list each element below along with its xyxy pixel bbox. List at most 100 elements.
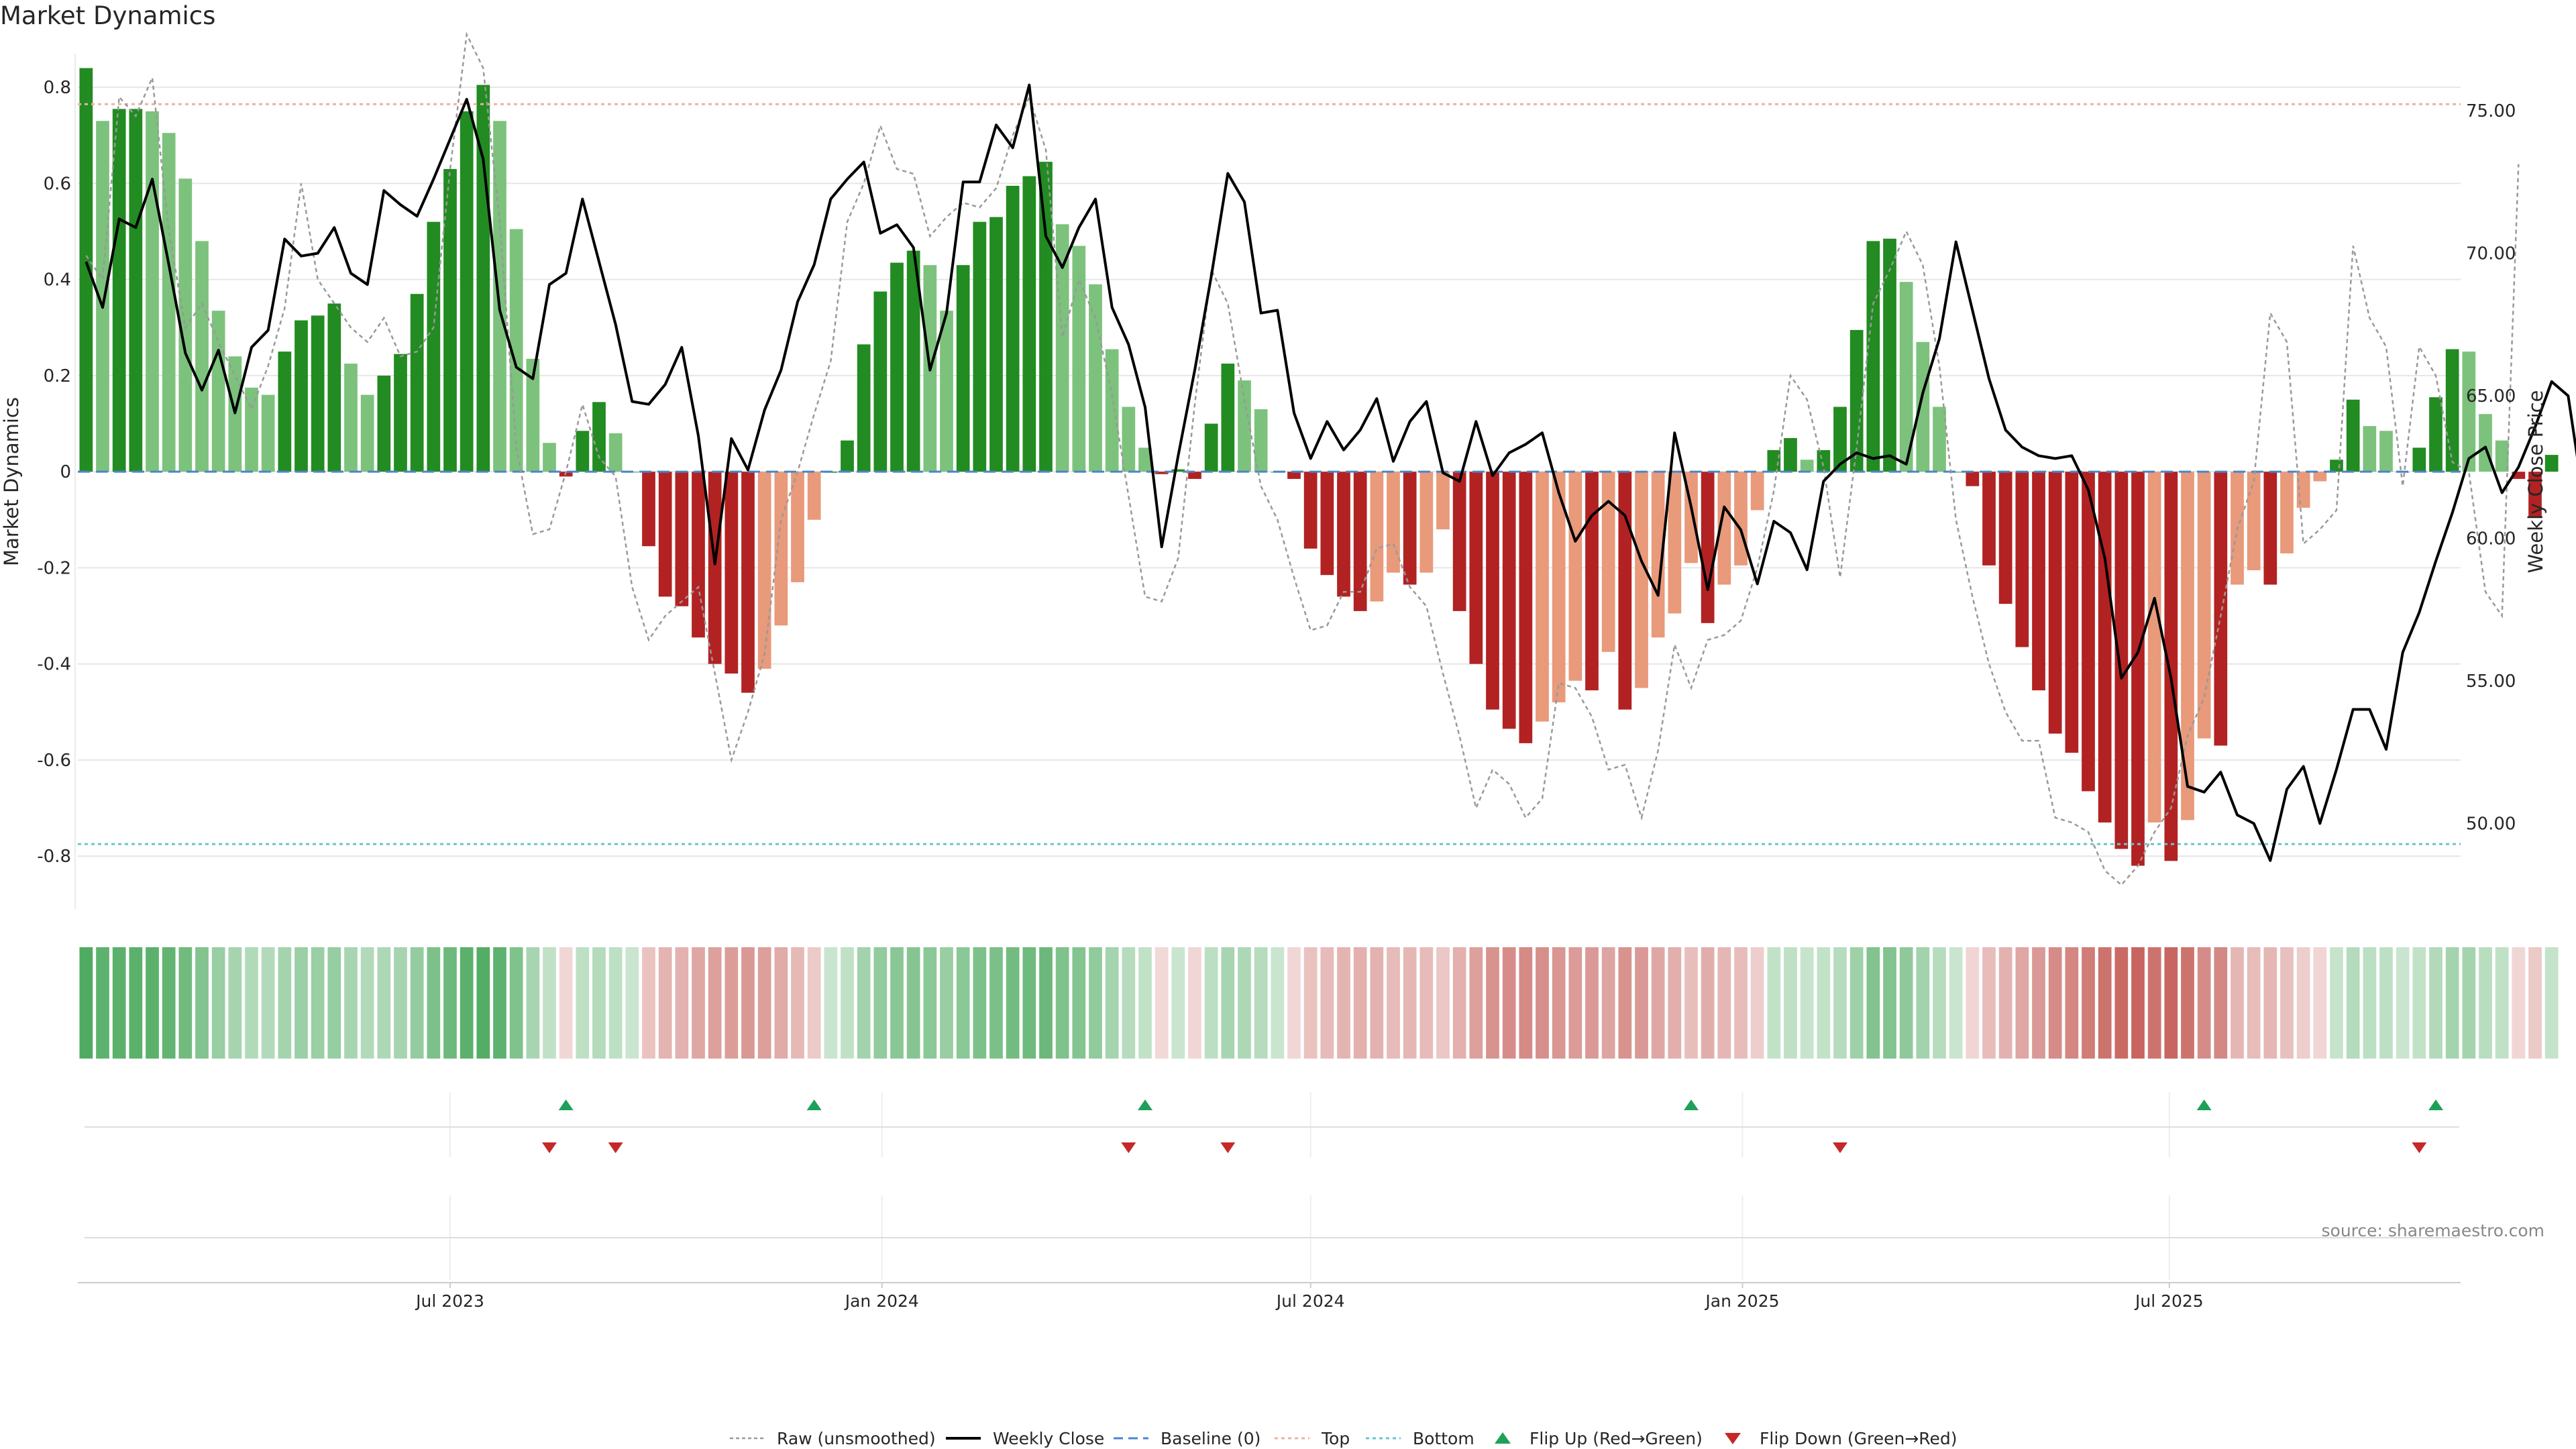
regime-cell [460,947,474,1059]
regime-cell [940,947,953,1059]
regime-cell [757,947,771,1059]
regime-cell [1949,947,1963,1059]
regime-cell [1519,947,1533,1059]
momentum-bar [2528,472,2542,518]
momentum-bar [1916,341,1930,472]
y2-tick-label: 70.00 [2466,244,2516,264]
momentum-bar [1502,472,1516,729]
momentum-bar [146,111,159,472]
regime-cell [410,947,424,1059]
regime-cell [1238,947,1251,1059]
regime-cell [1635,947,1648,1059]
momentum-bar [1618,472,1632,710]
momentum-bar [989,217,1003,472]
momentum-bar [1155,472,1169,474]
chart-title: Market Dynamics [0,1,216,30]
momentum-bar [724,472,739,674]
momentum-bar [1998,472,2012,604]
momentum-bar [1370,472,1384,602]
momentum-bar [973,221,987,472]
regime-cell [211,947,225,1059]
momentum-bar [608,433,623,472]
momentum-bar [890,262,904,472]
momentum-bar [2197,472,2211,739]
x-tick-label: Jul 2023 [415,1291,484,1311]
momentum-bar [344,364,358,472]
regime-strip [79,947,2559,1059]
x-tick-label: Jan 2024 [844,1291,919,1311]
regime-cell [2147,947,2161,1059]
regime-cell [344,947,358,1059]
momentum-bar [2544,455,2559,472]
momentum-bar [1419,472,1434,573]
regime-cell [427,947,441,1059]
regime-cell [129,947,143,1059]
regime-cell [1536,947,1549,1059]
momentum-bar [2181,472,2194,820]
momentum-bar [2313,472,2327,482]
momentum-bar [2495,440,2509,472]
momentum-bar [1784,438,1797,472]
regime-cell [311,947,325,1059]
momentum-bar [2512,472,2526,479]
y-tick-label: -0.6 [37,751,71,771]
regime-cell [1039,947,1053,1059]
regime-cell [890,947,904,1059]
y2-tick-label: 55.00 [2466,672,2516,692]
regime-cell [1767,947,1781,1059]
momentum-bar [360,394,374,472]
momentum-bar [526,358,540,472]
momentum-bar [1469,472,1483,664]
regime-cell [2197,947,2211,1059]
momentum-bar [741,472,755,693]
flip-up-marker [2428,1099,2443,1110]
momentum-bar [443,168,457,472]
regime-cell [2313,947,2327,1059]
regime-cell [2479,947,2492,1059]
momentum-bar [1122,407,1136,472]
regime-cell [923,947,937,1059]
momentum-bar [377,375,391,472]
momentum-bar [543,443,556,472]
momentum-bar [2065,472,2079,753]
regime-cell [1204,947,1218,1059]
regime-cell [1089,947,1102,1059]
regime-cell [658,947,672,1059]
momentum-bar [2379,431,2393,472]
grid-lines [78,87,2461,857]
regime-cell [2181,947,2194,1059]
price-lines [85,31,2576,886]
regime-cell [1337,947,1350,1059]
regime-cell [245,947,258,1059]
y-axis-label: Market Dynamics [0,397,23,566]
flip-markers-panel [85,1092,2459,1157]
regime-cell [2082,947,2095,1059]
regime-cell [1933,947,1946,1059]
regime-cell [873,947,888,1059]
regime-cell [1320,947,1334,1059]
regime-cell [1717,947,1731,1059]
momentum-bar [774,472,788,626]
flip-down-marker [542,1142,557,1153]
regime-cell [1006,947,1020,1059]
momentum-bar [2098,472,2112,823]
momentum-bar [1568,472,1582,681]
regime-cell [1370,947,1384,1059]
regime-cell [79,947,93,1059]
regime-cell [1601,947,1615,1059]
momentum-bar [2462,352,2476,472]
regime-cell [2247,947,2261,1059]
momentum-bar [1089,284,1102,472]
momentum-bar [2247,472,2261,571]
regime-cell [2164,947,2178,1059]
momentum-bar [278,352,292,472]
legend-swatch-flip-down [1725,1433,1741,1444]
momentum-bar [178,178,193,472]
regime-cell [1387,947,1400,1059]
regime-cell [956,947,970,1059]
y-tick-label: 0.6 [44,174,71,194]
regime-cell [559,947,573,1059]
momentum-bar [96,121,109,472]
flip-up-marker [558,1099,574,1110]
momentum-bar [940,311,953,472]
